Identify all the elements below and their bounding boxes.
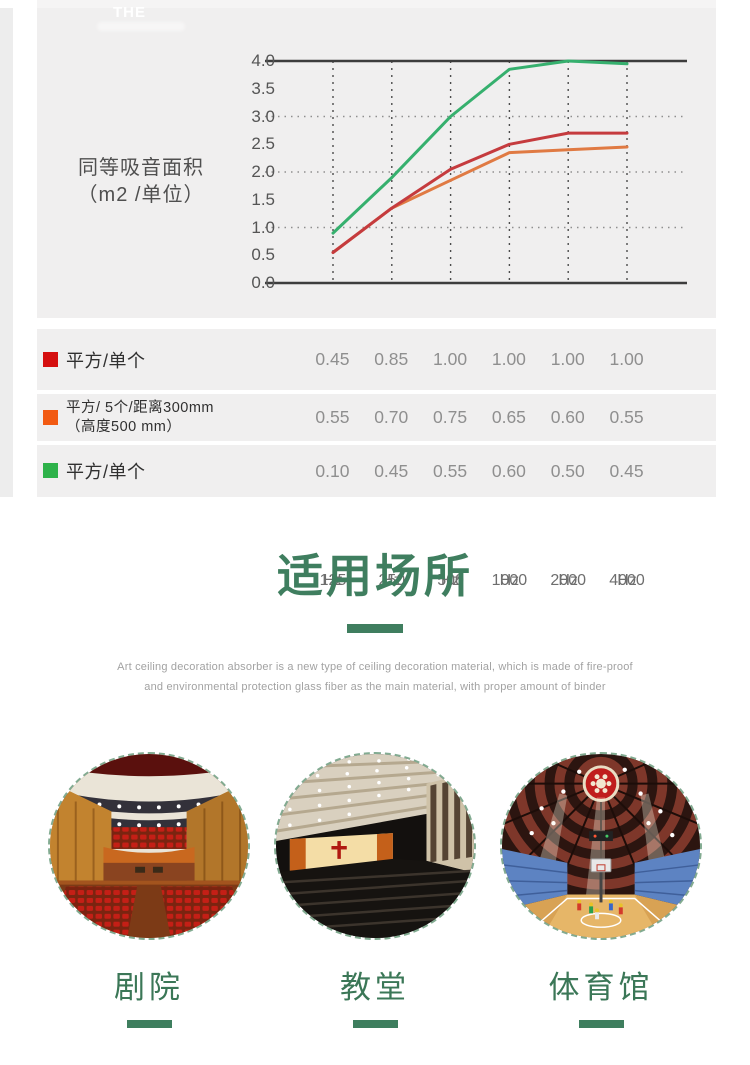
gymnasium-photo <box>502 754 700 938</box>
table-row-label-text: 平方/ 5个/距离300mm <box>66 399 214 416</box>
table-row-label: 平方/单个 <box>66 347 146 373</box>
table-value-cell: 0.60 <box>491 460 526 481</box>
table-value-cell: 0.60 <box>550 407 585 427</box>
venue-gymnasium: 体育馆 <box>498 752 704 1028</box>
series-line-orange <box>331 145 629 254</box>
section-description-line1: Art ceiling decoration absorber is a new… <box>117 661 633 673</box>
venue-underline <box>352 1020 398 1028</box>
table-row-label-line2: （高度500 mm） <box>66 418 182 435</box>
watermark-text: THE <box>113 4 146 21</box>
table-value-cell: 0.55 <box>609 407 644 427</box>
table-row-label: 平方/单个 <box>66 458 146 484</box>
watermark-blur <box>97 22 185 31</box>
separator <box>37 390 716 394</box>
chart-y-axis-title: 同等吸音面积 （m2 /单位） <box>41 155 241 209</box>
theater-photo <box>50 754 248 938</box>
table-row-values: 0.10 0.45 0.55 0.60 0.50 0.45 <box>303 445 656 497</box>
table-row: 平方/单个 0.10 0.45 0.55 0.60 0.50 0.45 <box>37 445 716 497</box>
table-row-values: 0.55 0.70 0.75 0.65 0.60 0.55 <box>303 394 656 441</box>
table-value-cell: 0.55 <box>433 460 468 481</box>
table-row-label: 平方/ 5个/距离300mm （高度500 mm） <box>66 399 214 437</box>
table-row-label-text: 平方/单个 <box>66 350 146 371</box>
table-value-cell: 0.65 <box>491 407 526 427</box>
venue-label: 体育馆 <box>548 970 654 1005</box>
table-value-cell: 1.00 <box>550 349 585 369</box>
chart-y-axis-title-line2: （m2 /单位） <box>77 184 205 206</box>
section-description-line2: and environmental protection glass fiber… <box>144 681 606 693</box>
y-tick-label: 2.0 <box>251 162 275 181</box>
table-value-cell: 0.45 <box>315 349 350 369</box>
separator <box>37 441 716 445</box>
panel-top-strip <box>37 0 716 8</box>
chart-y-axis-title-line1: 同等吸音面积 <box>78 157 204 179</box>
table-row: 平方/ 5个/距离300mm （高度500 mm） 0.55 0.70 0.75 0.… <box>37 394 716 441</box>
series-line-red <box>331 131 629 254</box>
table-value-cell: 0.85 <box>374 349 409 369</box>
section-title-underline <box>347 624 403 633</box>
table-row-label-text: 平方/单个 <box>66 462 146 482</box>
venue-underline <box>578 1020 624 1028</box>
venue-church: 教堂 <box>272 752 478 1028</box>
section-title: 适用场所 <box>277 550 473 602</box>
table-row-values: 0.45 0.85 1.00 1.00 1.00 1.00 <box>303 329 656 390</box>
venue-photo-ellipse <box>500 752 702 940</box>
y-tick-label: 1.5 <box>251 189 275 209</box>
church-photo <box>276 754 474 938</box>
table-value-cell: 0.45 <box>374 460 409 481</box>
table-value-cell: 1.00 <box>491 349 526 369</box>
y-tick-label: 3.0 <box>251 106 275 126</box>
panel-left-strip <box>0 8 13 497</box>
y-tick-label: 0.5 <box>251 245 275 265</box>
absorption-line-chart <box>265 59 687 285</box>
venue-theater: 剧院 <box>46 752 252 1028</box>
separator <box>37 318 716 329</box>
y-tick-label: 4.0 <box>251 51 275 70</box>
y-tick-label: 3.5 <box>251 78 275 98</box>
series-line-green <box>331 59 629 235</box>
table-row: 平方/单个 0.45 0.85 1.00 1.00 1.00 1.00 <box>37 329 716 390</box>
venue-photo-ellipse <box>274 752 476 940</box>
y-tick-label: 2.5 <box>251 134 275 154</box>
venue-underline <box>126 1020 172 1028</box>
table-value-cell: 0.70 <box>374 407 409 427</box>
table-value-cell: 1.00 <box>609 349 644 369</box>
table-value-cell: 0.50 <box>550 460 585 481</box>
table-value-cell: 0.45 <box>609 460 644 481</box>
legend-swatch-red <box>43 351 58 367</box>
venue-label: 剧院 <box>114 970 184 1005</box>
y-tick-label: 1.0 <box>251 217 275 237</box>
venue-label: 教堂 <box>340 970 410 1005</box>
table-value-cell: 1.00 <box>433 349 468 369</box>
acoustic-data-panel: THE 同等吸音面积 （m2 /单位） 4.0 3.5 3.0 2.5 2.0 1.5 1.… <box>37 4 716 589</box>
legend-swatch-green <box>43 463 58 478</box>
table-value-cell: 0.10 <box>315 460 350 481</box>
y-tick-label: 0.0 <box>251 273 275 292</box>
venue-photo-ellipse <box>48 752 250 940</box>
table-value-cell: 0.75 <box>433 407 468 427</box>
legend-swatch-orange <box>43 409 58 425</box>
table-value-cell: 0.55 <box>315 407 350 427</box>
